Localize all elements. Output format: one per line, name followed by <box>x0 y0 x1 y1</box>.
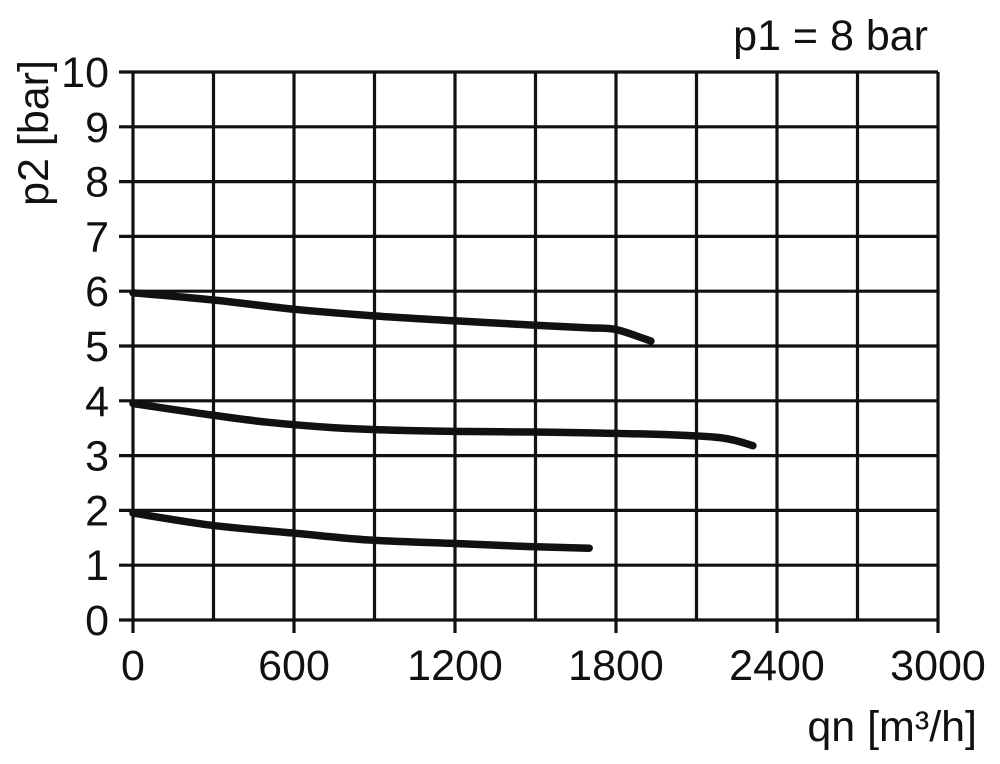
y-tick-label: 8 <box>85 159 109 207</box>
y-tick-label: 5 <box>85 323 109 371</box>
x-tick-label: 0 <box>121 642 145 690</box>
x-tick-label: 1200 <box>407 642 503 690</box>
data-curves <box>129 289 757 552</box>
chart-annotation-p1: p1 = 8 bar <box>733 12 928 60</box>
x-tick-label: 3000 <box>890 642 986 690</box>
y-axis-tick-labels: 0 1 2 3 4 5 6 7 8 9 10 <box>61 49 109 645</box>
x-axis-label: qn [m³/h] <box>807 703 977 751</box>
axis-ticks <box>131 620 940 633</box>
y-tick-label: 9 <box>85 104 109 152</box>
y-tick-label: 10 <box>61 49 109 97</box>
x-tick-label: 1800 <box>568 642 664 690</box>
curve-start-4-bar <box>129 399 757 450</box>
y-tick-label: 0 <box>85 597 109 645</box>
y-tick-label: 2 <box>85 487 109 535</box>
x-tick-label: 600 <box>258 642 330 690</box>
x-axis-tick-labels: 0 600 1200 1800 2400 3000 <box>121 642 986 690</box>
y-tick-label: 7 <box>85 213 109 261</box>
y-tick-label: 1 <box>85 542 109 590</box>
curve-start-6-bar <box>129 289 655 345</box>
x-tick-label: 2400 <box>729 642 825 690</box>
curve-start-2-bar <box>129 509 593 552</box>
y-tick-label: 6 <box>85 268 109 316</box>
y-tick-label: 4 <box>85 378 109 426</box>
grid-lines <box>119 70 940 622</box>
y-axis-label: p2 [bar] <box>10 60 58 206</box>
y-tick-label: 3 <box>85 433 109 481</box>
